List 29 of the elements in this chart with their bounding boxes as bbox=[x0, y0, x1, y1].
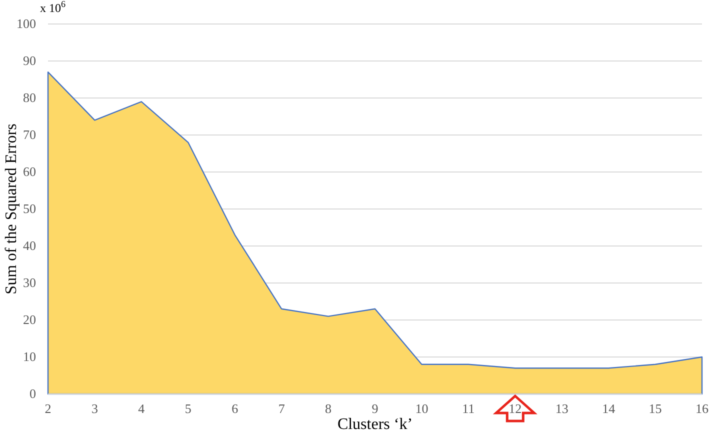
x-tick-label: 2 bbox=[44, 401, 52, 416]
x-tick-label: 12 bbox=[508, 401, 522, 416]
x-tick-label: 3 bbox=[91, 401, 98, 416]
y-tick-label: 40 bbox=[23, 238, 36, 254]
x-tick-label: 6 bbox=[232, 401, 239, 416]
y-axis-title: Sum of the Squared Errors bbox=[3, 124, 20, 294]
y-tick-label: 90 bbox=[23, 53, 36, 68]
y-tick-label: 60 bbox=[23, 164, 36, 180]
y-tick-label: 50 bbox=[23, 201, 36, 216]
x-tick-label: 8 bbox=[325, 401, 332, 416]
x-tick-label: 10 bbox=[415, 401, 428, 416]
text: x 10$^{6}$ bbox=[40, 0, 66, 15]
y-tick-label: 80 bbox=[23, 90, 36, 106]
y-tick-label: 70 bbox=[23, 127, 36, 142]
x-tick-label: 9 bbox=[372, 401, 378, 416]
x-tick-label: 7 bbox=[278, 401, 286, 416]
x-tick-label: 13 bbox=[555, 401, 568, 416]
y-tick-label: 30 bbox=[23, 275, 36, 290]
y-tick-label: 0 bbox=[30, 386, 36, 402]
y-tick-label: 100 bbox=[16, 16, 36, 32]
y-tick-label: 20 bbox=[23, 312, 36, 328]
x-tick-label: 4 bbox=[138, 401, 146, 416]
x-tick-label: 14 bbox=[602, 401, 616, 416]
y-tick-label: 10 bbox=[23, 349, 36, 364]
x-tick-label: 16 bbox=[696, 401, 709, 416]
x-tick-label: 15 bbox=[648, 401, 662, 416]
x-tick-label: 5 bbox=[184, 401, 192, 416]
x-tick-label: 11 bbox=[462, 401, 475, 416]
x-axis-title: Clusters ‘k’ bbox=[337, 416, 413, 433]
